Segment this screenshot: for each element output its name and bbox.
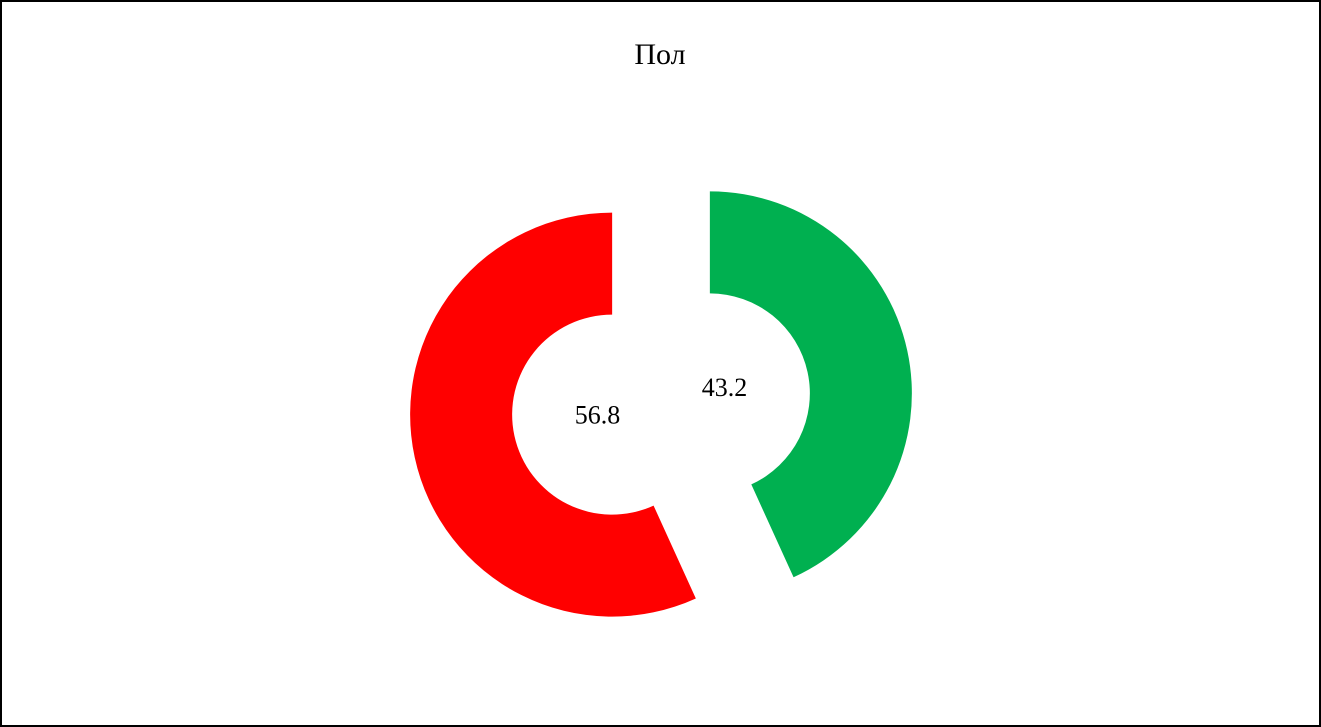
data-label: 56.8 [575, 401, 621, 430]
data-label: 43.2 [702, 373, 748, 402]
donut-slice [709, 191, 912, 578]
donut-slice [410, 212, 696, 617]
chart-title: Пол [634, 38, 685, 71]
